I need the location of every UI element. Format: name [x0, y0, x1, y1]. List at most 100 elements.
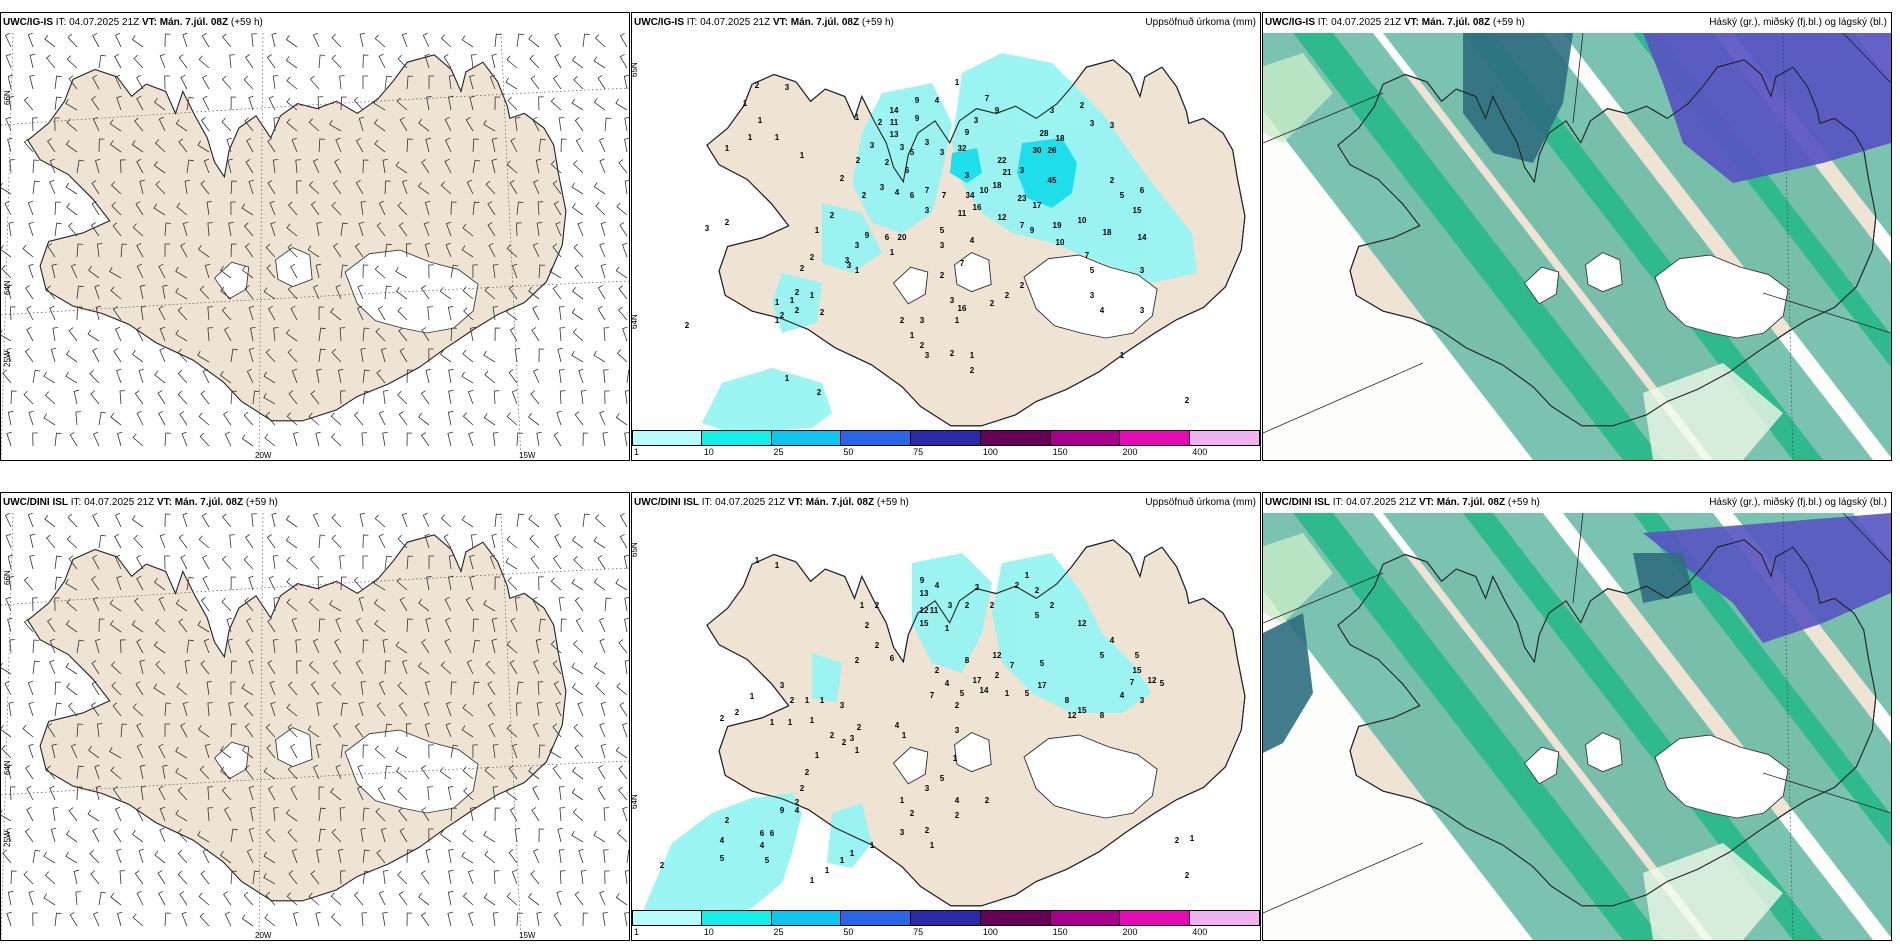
- wind-barb: [179, 891, 188, 906]
- wind-barb: [535, 158, 542, 174]
- wind-barb: [444, 596, 452, 612]
- wind-barb: [330, 892, 342, 906]
- wind-barb: [110, 661, 122, 675]
- precip-value: 3: [925, 784, 930, 793]
- precip-value: 17: [1038, 681, 1047, 690]
- colorbar-label: 100: [982, 447, 998, 457]
- precip-value: 3: [925, 138, 930, 147]
- wind-barb: [138, 368, 145, 384]
- wind-barb: [603, 327, 610, 342]
- precip-value: 1: [840, 856, 845, 865]
- wind-barb: [9, 159, 15, 174]
- wind-barb: [228, 221, 234, 237]
- precip-value: 9: [995, 106, 1000, 115]
- wind-barb: [448, 389, 454, 405]
- wind-barb: [186, 639, 194, 654]
- wind-barb: [623, 554, 629, 570]
- wind-barb: [162, 764, 168, 780]
- wind-barb: [448, 869, 454, 885]
- wind-barb: [493, 870, 500, 885]
- wind-barb: [362, 639, 369, 654]
- wind-barb: [54, 576, 62, 591]
- wind-barb: [440, 661, 452, 675]
- panel-header: UWC/DINI ISL IT: 04.07.2025 21Z VT: Mán.…: [632, 493, 1260, 513]
- wind-barb: [136, 158, 144, 174]
- precip-value: 18: [1056, 134, 1065, 143]
- wind-barb: [288, 201, 298, 216]
- precip-value: 3: [870, 141, 875, 150]
- wind-barb: [119, 390, 126, 405]
- wind-barb: [491, 638, 497, 654]
- wind-barb: [206, 681, 212, 696]
- wind-barb: [265, 243, 276, 258]
- wind-barb: [552, 285, 562, 300]
- vt-label: VT:: [1403, 17, 1419, 28]
- wind-barb: [295, 639, 301, 654]
- wind-barb: [164, 912, 171, 927]
- wind-barb: [136, 554, 144, 570]
- wind-barb: [206, 201, 212, 216]
- wind-barb: [46, 765, 56, 780]
- wind-barb: [424, 722, 431, 738]
- wind-barb: [224, 431, 232, 447]
- wind-barb: [207, 786, 213, 801]
- wind-barb: [268, 95, 276, 111]
- precip-value: 1: [788, 718, 793, 727]
- wind-barb: [599, 638, 606, 654]
- wind-barb: [110, 181, 122, 195]
- wind-barb: [358, 596, 365, 612]
- wind-barb: [201, 33, 210, 48]
- wind-barb: [423, 221, 430, 237]
- wind-barb: [65, 350, 78, 363]
- precip-panel-top: UWC/IG-IS IT: 04.07.2025 21Z VT: Mán. 7.…: [631, 12, 1261, 461]
- wind-barb: [287, 348, 298, 363]
- wind-barb: [571, 683, 584, 696]
- wind-barb: [401, 513, 408, 528]
- precip-value: 3: [965, 171, 970, 180]
- wind-barb: [484, 766, 496, 780]
- wind-barb: [288, 681, 298, 696]
- precip-value: 12: [1068, 711, 1077, 720]
- wind-barb: [136, 326, 144, 342]
- wind-barb: [353, 96, 364, 111]
- wind-barb: [308, 661, 320, 675]
- it-label: IT:: [701, 497, 713, 508]
- wind-barb: [382, 431, 388, 447]
- wind-barb: [177, 849, 188, 864]
- wind-barb: [574, 264, 584, 279]
- wind-barb: [360, 681, 366, 696]
- wind-barb: [506, 307, 518, 321]
- wind-barb: [335, 617, 342, 633]
- wind-barb: [472, 264, 478, 279]
- wind-barb: [582, 432, 589, 447]
- precip-value: 1: [810, 876, 815, 885]
- precip-value: 2: [875, 601, 880, 610]
- wind-barb: [382, 639, 388, 654]
- precip-value: 9: [1030, 226, 1035, 235]
- wind-barb: [290, 785, 298, 801]
- precip-value: 1: [870, 841, 875, 850]
- wind-barb: [291, 848, 298, 864]
- wind-barb: [6, 284, 13, 300]
- wind-barb: [197, 350, 210, 363]
- precip-map: 1 1 1 2 13 11 12 15 9 4 3 2 3 2 1 2 2 2 12 5 2 1 2 2 6 8 12 7 5 4 5 5 15…: [632, 513, 1260, 940]
- wind-barb: [223, 891, 232, 906]
- wind-barb: [550, 577, 562, 591]
- wind-barb: [619, 513, 628, 528]
- wind-barb: [491, 158, 497, 174]
- lat-label-66: 66N: [3, 570, 12, 585]
- wind-barb: [362, 744, 369, 759]
- wind-barb: [164, 723, 171, 738]
- wind-barb: [32, 159, 39, 174]
- precip-value: 2: [800, 784, 805, 793]
- wind-barb: [241, 203, 254, 216]
- wind-barb: [467, 389, 474, 405]
- wind-barb: [2, 849, 12, 864]
- precip-value: 16: [973, 203, 982, 212]
- wind-barb: [230, 348, 238, 363]
- wind-barb: [572, 328, 584, 342]
- wind-barb: [131, 515, 144, 528]
- wind-barb: [68, 75, 78, 90]
- vt-value: Mán. 7.júl. 08Z: [1436, 497, 1506, 508]
- wind-barb: [230, 828, 238, 843]
